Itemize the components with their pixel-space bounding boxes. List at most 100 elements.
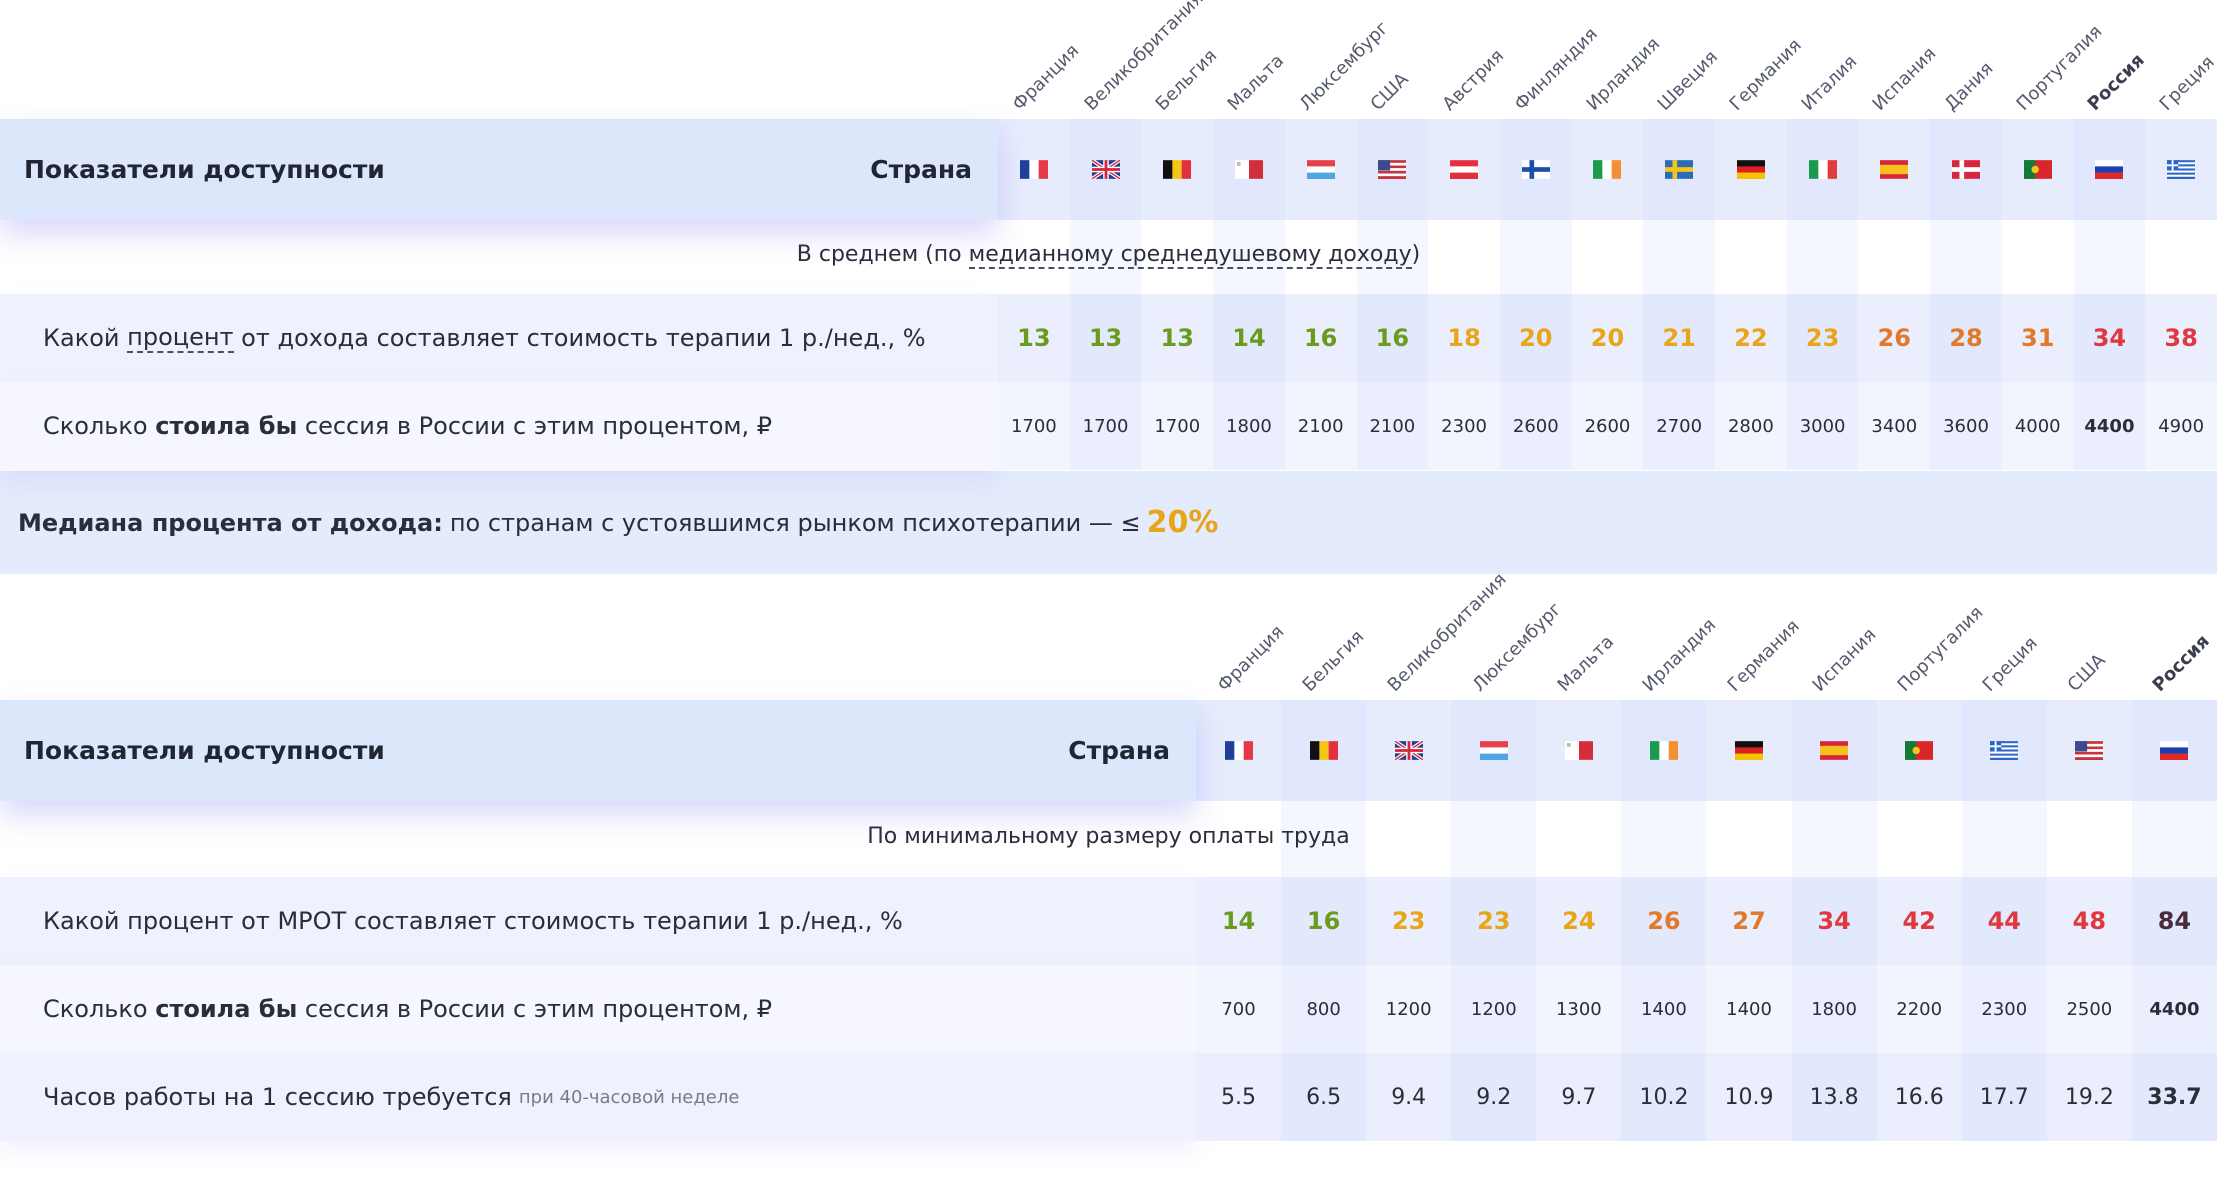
row-label-part: при 40-часовой неделе (518, 1086, 740, 1108)
value-cell: 4000 (2014, 415, 2061, 437)
row-label-part: процент (127, 323, 234, 353)
country-label: Германия (1723, 615, 1804, 696)
section-part: ) (1411, 242, 1421, 267)
country-label: Дания (1940, 58, 1998, 115)
country-label: Мальта (1223, 50, 1289, 115)
row-bg (0, 294, 998, 382)
row-label-part: стоила бы (155, 995, 298, 1023)
row-label-part: Какой (43, 324, 128, 352)
flag (1234, 160, 1263, 179)
table-title: Показатели доступности (24, 154, 385, 184)
flag-cell (1451, 700, 1536, 801)
row-bg (0, 965, 1196, 1053)
value-cell: 16 (1303, 324, 1338, 352)
value-cell: 2600 (1584, 415, 1631, 437)
value-cell: 2700 (1656, 415, 1703, 437)
row-cols-bg (1196, 1053, 2217, 1141)
flag (1309, 741, 1338, 760)
row-label: Часов работы на 1 сессию требуется при 40… (43, 1053, 739, 1141)
country-label: Россия (2149, 630, 2215, 696)
country-label: Ирландия (1638, 614, 1720, 696)
header-left: Показатели доступности Страна (0, 119, 998, 220)
value-cell: 20 (1519, 324, 1553, 352)
value-cell: 4900 (2158, 415, 2205, 437)
flag (1649, 741, 1678, 760)
flag-cell (1536, 700, 1621, 801)
country-label: Бельгия (1298, 626, 1368, 696)
country-header: Страна (870, 154, 972, 184)
header-left: Показатели доступности Страна (0, 700, 1196, 801)
country-label: США (2063, 649, 2111, 696)
flag (1450, 160, 1479, 179)
flag (1224, 741, 1253, 760)
flag-cell (1500, 119, 1572, 220)
value-cell: 4400 (2084, 415, 2135, 437)
value-cell: 34 (1817, 907, 1851, 935)
value-cell: 42 (1902, 907, 1936, 935)
value-cell: 1700 (1010, 415, 1057, 437)
column-shade (1621, 700, 1707, 1141)
median-note: Медиана процента от дохода: по странам с… (0, 471, 2217, 574)
row-label: Какой процент от МРОТ составляет стоимос… (43, 877, 903, 965)
flag-cell (1787, 119, 1859, 220)
row-bg (0, 877, 1196, 965)
value-cell: 1800 (1226, 415, 1272, 437)
flag (1736, 160, 1765, 179)
country-label: Франция (1213, 621, 1288, 696)
flag-cell (2002, 119, 2074, 220)
country-label: Швеция (1653, 46, 1723, 115)
section-title: В среднем (по медианному среднедушевому … (0, 242, 2217, 269)
flag-cell (1877, 700, 1962, 801)
row-label-part: сессия в России с этим процентом, ₽ (297, 995, 773, 1023)
section-part: По минимальному размеру оплаты труда (867, 824, 1350, 849)
flag (1952, 160, 1981, 179)
flag-cell (1213, 119, 1285, 220)
flag (1990, 741, 2019, 760)
country-label: Португалия (1893, 602, 1988, 696)
row-label-part: от дохода составляет стоимость терапии 1… (233, 324, 926, 352)
country-label: Франция (1008, 40, 1084, 115)
flag-cell (1962, 700, 2047, 801)
flag (1306, 160, 1335, 179)
flag (1394, 741, 1423, 760)
value-cell: 3600 (1943, 415, 1989, 437)
value-cell: 700 (1221, 998, 1256, 1020)
flag-cell (1621, 700, 1706, 801)
row-label: Сколько стоила бы сессия в России с этим… (43, 965, 772, 1053)
flag-cell (1643, 119, 1715, 220)
flag (2023, 160, 2052, 179)
value-cell: 2100 (1369, 415, 1416, 437)
value-cell: 31 (2021, 324, 2055, 352)
flag (1880, 160, 1909, 179)
value-cell: 2800 (1727, 415, 1774, 437)
flag (1378, 160, 1407, 179)
country-label: Австрия (1438, 45, 1509, 115)
value-cell: 9.2 (1476, 1084, 1512, 1110)
country-label: Испания (1868, 43, 1941, 115)
median-value: 20% (1146, 505, 1219, 540)
value-cell: 10.9 (1724, 1084, 1774, 1110)
flag-cell (1792, 700, 1877, 801)
value-cell: 13 (1017, 324, 1051, 352)
value-cell: 3400 (1871, 415, 1918, 437)
row-label-part: Сколько (43, 412, 156, 440)
value-cell: 23 (1477, 907, 1511, 935)
value-cell: 2200 (1896, 998, 1943, 1020)
country-label: Греция (1978, 632, 2042, 696)
flag (1808, 160, 1837, 179)
flag (1163, 160, 1192, 179)
column-shade (1961, 700, 2047, 1141)
value-cell: 44 (1987, 907, 2021, 935)
flag (1091, 160, 1120, 179)
value-cell: 23 (1391, 907, 1426, 935)
country-label: Великобритания (1080, 0, 1208, 115)
value-cell: 26 (1647, 907, 1681, 935)
row-cols-bg (1196, 877, 2217, 965)
column-shade (1281, 700, 1367, 1141)
value-cell: 1200 (1385, 998, 1432, 1020)
value-cell: 2100 (1297, 415, 1344, 437)
flag-cell (2074, 119, 2146, 220)
row-label: Сколько стоила бы сессия в России с этим… (43, 382, 772, 470)
